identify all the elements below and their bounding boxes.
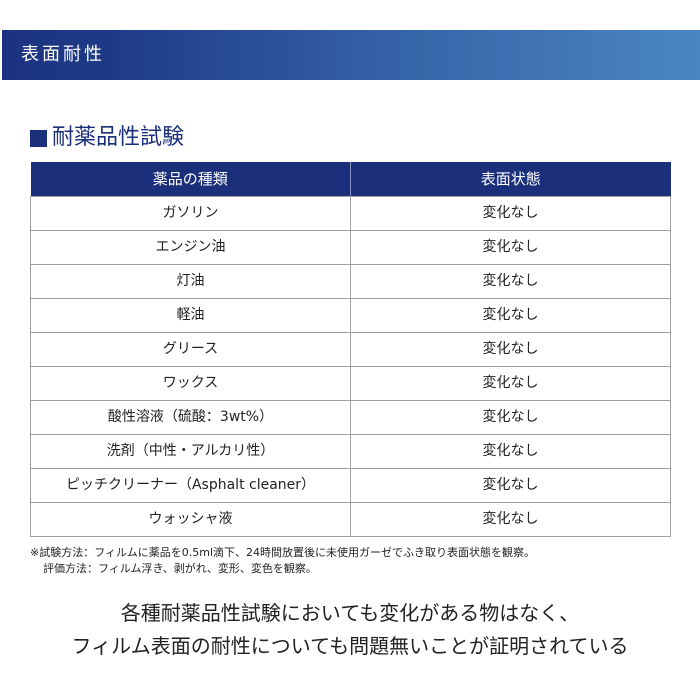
table-row: ウォッシャ液 変化なし	[30, 502, 671, 537]
cell-chemical: ワックス	[30, 366, 351, 401]
square-bullet-icon	[30, 129, 47, 147]
table-header-row: 薬品の種類 表面状態	[30, 162, 671, 197]
cell-chemical: ガソリン	[30, 196, 351, 231]
table-row: エンジン油 変化なし	[30, 230, 671, 265]
conclusion-line: フィルム表面の耐性についても問題無いことが証明されている	[71, 634, 629, 658]
cell-result: 変化なし	[350, 196, 671, 231]
title-banner: 表面耐性	[2, 30, 700, 80]
cell-result: 変化なし	[350, 400, 671, 435]
table-row: 灯油 変化なし	[30, 264, 671, 299]
table-row: ワックス 変化なし	[30, 366, 671, 401]
cell-result: 変化なし	[350, 434, 671, 469]
page: 表面耐性 耐薬品性試験 薬品の種類 表面状態 ガソリン 変化なし エンジン油 変化なし…	[0, 30, 700, 683]
header-chemical: 薬品の種類	[30, 162, 351, 197]
conclusion: 各種耐薬品性試験においても変化がある物はなく、 フィルム表面の耐性についても問題…	[0, 597, 700, 683]
cell-chemical: 軽油	[30, 298, 351, 333]
cell-result: 変化なし	[350, 230, 671, 265]
cell-chemical: グリース	[30, 332, 351, 367]
cell-result: 変化なし	[350, 366, 671, 401]
header-result: 表面状態	[350, 162, 671, 197]
cell-result: 変化なし	[350, 264, 671, 299]
cell-chemical: 灯油	[30, 264, 351, 299]
notes: ※試験方法：フィルムに薬品を0.5ml滴下、24時間放置後に未使用ガーゼでふき取…	[30, 545, 690, 577]
table-row: ピッチクリーナー（Asphalt cleaner） 変化なし	[30, 468, 671, 503]
cell-result: 変化なし	[350, 502, 671, 537]
cell-chemical: ピッチクリーナー（Asphalt cleaner）	[30, 468, 351, 503]
banner-title: 表面耐性	[21, 44, 105, 65]
conclusion-line: 各種耐薬品性試験においても変化がある物はなく、	[120, 601, 580, 625]
cell-chemical: エンジン油	[30, 230, 351, 265]
cell-result: 変化なし	[350, 468, 671, 503]
note-evaluation: 評価方法：フィルム浮き、剥がれ、変形、変色を観察。	[43, 562, 317, 575]
table-row: ガソリン 変化なし	[30, 196, 671, 231]
cell-result: 変化なし	[350, 332, 671, 367]
cell-result: 変化なし	[350, 298, 671, 333]
table-row: 酸性溶液（硫酸：3wt%） 変化なし	[30, 400, 671, 435]
cell-chemical: ウォッシャ液	[30, 502, 351, 537]
chemical-resistance-table: 薬品の種類 表面状態 ガソリン 変化なし エンジン油 変化なし 灯油 変化なし 軽油 変化なし…	[30, 162, 671, 537]
section-heading: 耐薬品性試験	[30, 124, 700, 152]
cell-chemical: 酸性溶液（硫酸：3wt%）	[30, 400, 351, 435]
note-method: ※試験方法：フィルムに薬品を0.5ml滴下、24時間放置後に未使用ガーゼでふき取…	[30, 546, 536, 559]
table-row: 洗剤（中性・アルカリ性） 変化なし	[30, 434, 671, 469]
table-row: グリース 変化なし	[30, 332, 671, 367]
cell-chemical: 洗剤（中性・アルカリ性）	[30, 434, 351, 469]
table-row: 軽油 変化なし	[30, 298, 671, 333]
section-title: 耐薬品性試験	[52, 125, 185, 150]
